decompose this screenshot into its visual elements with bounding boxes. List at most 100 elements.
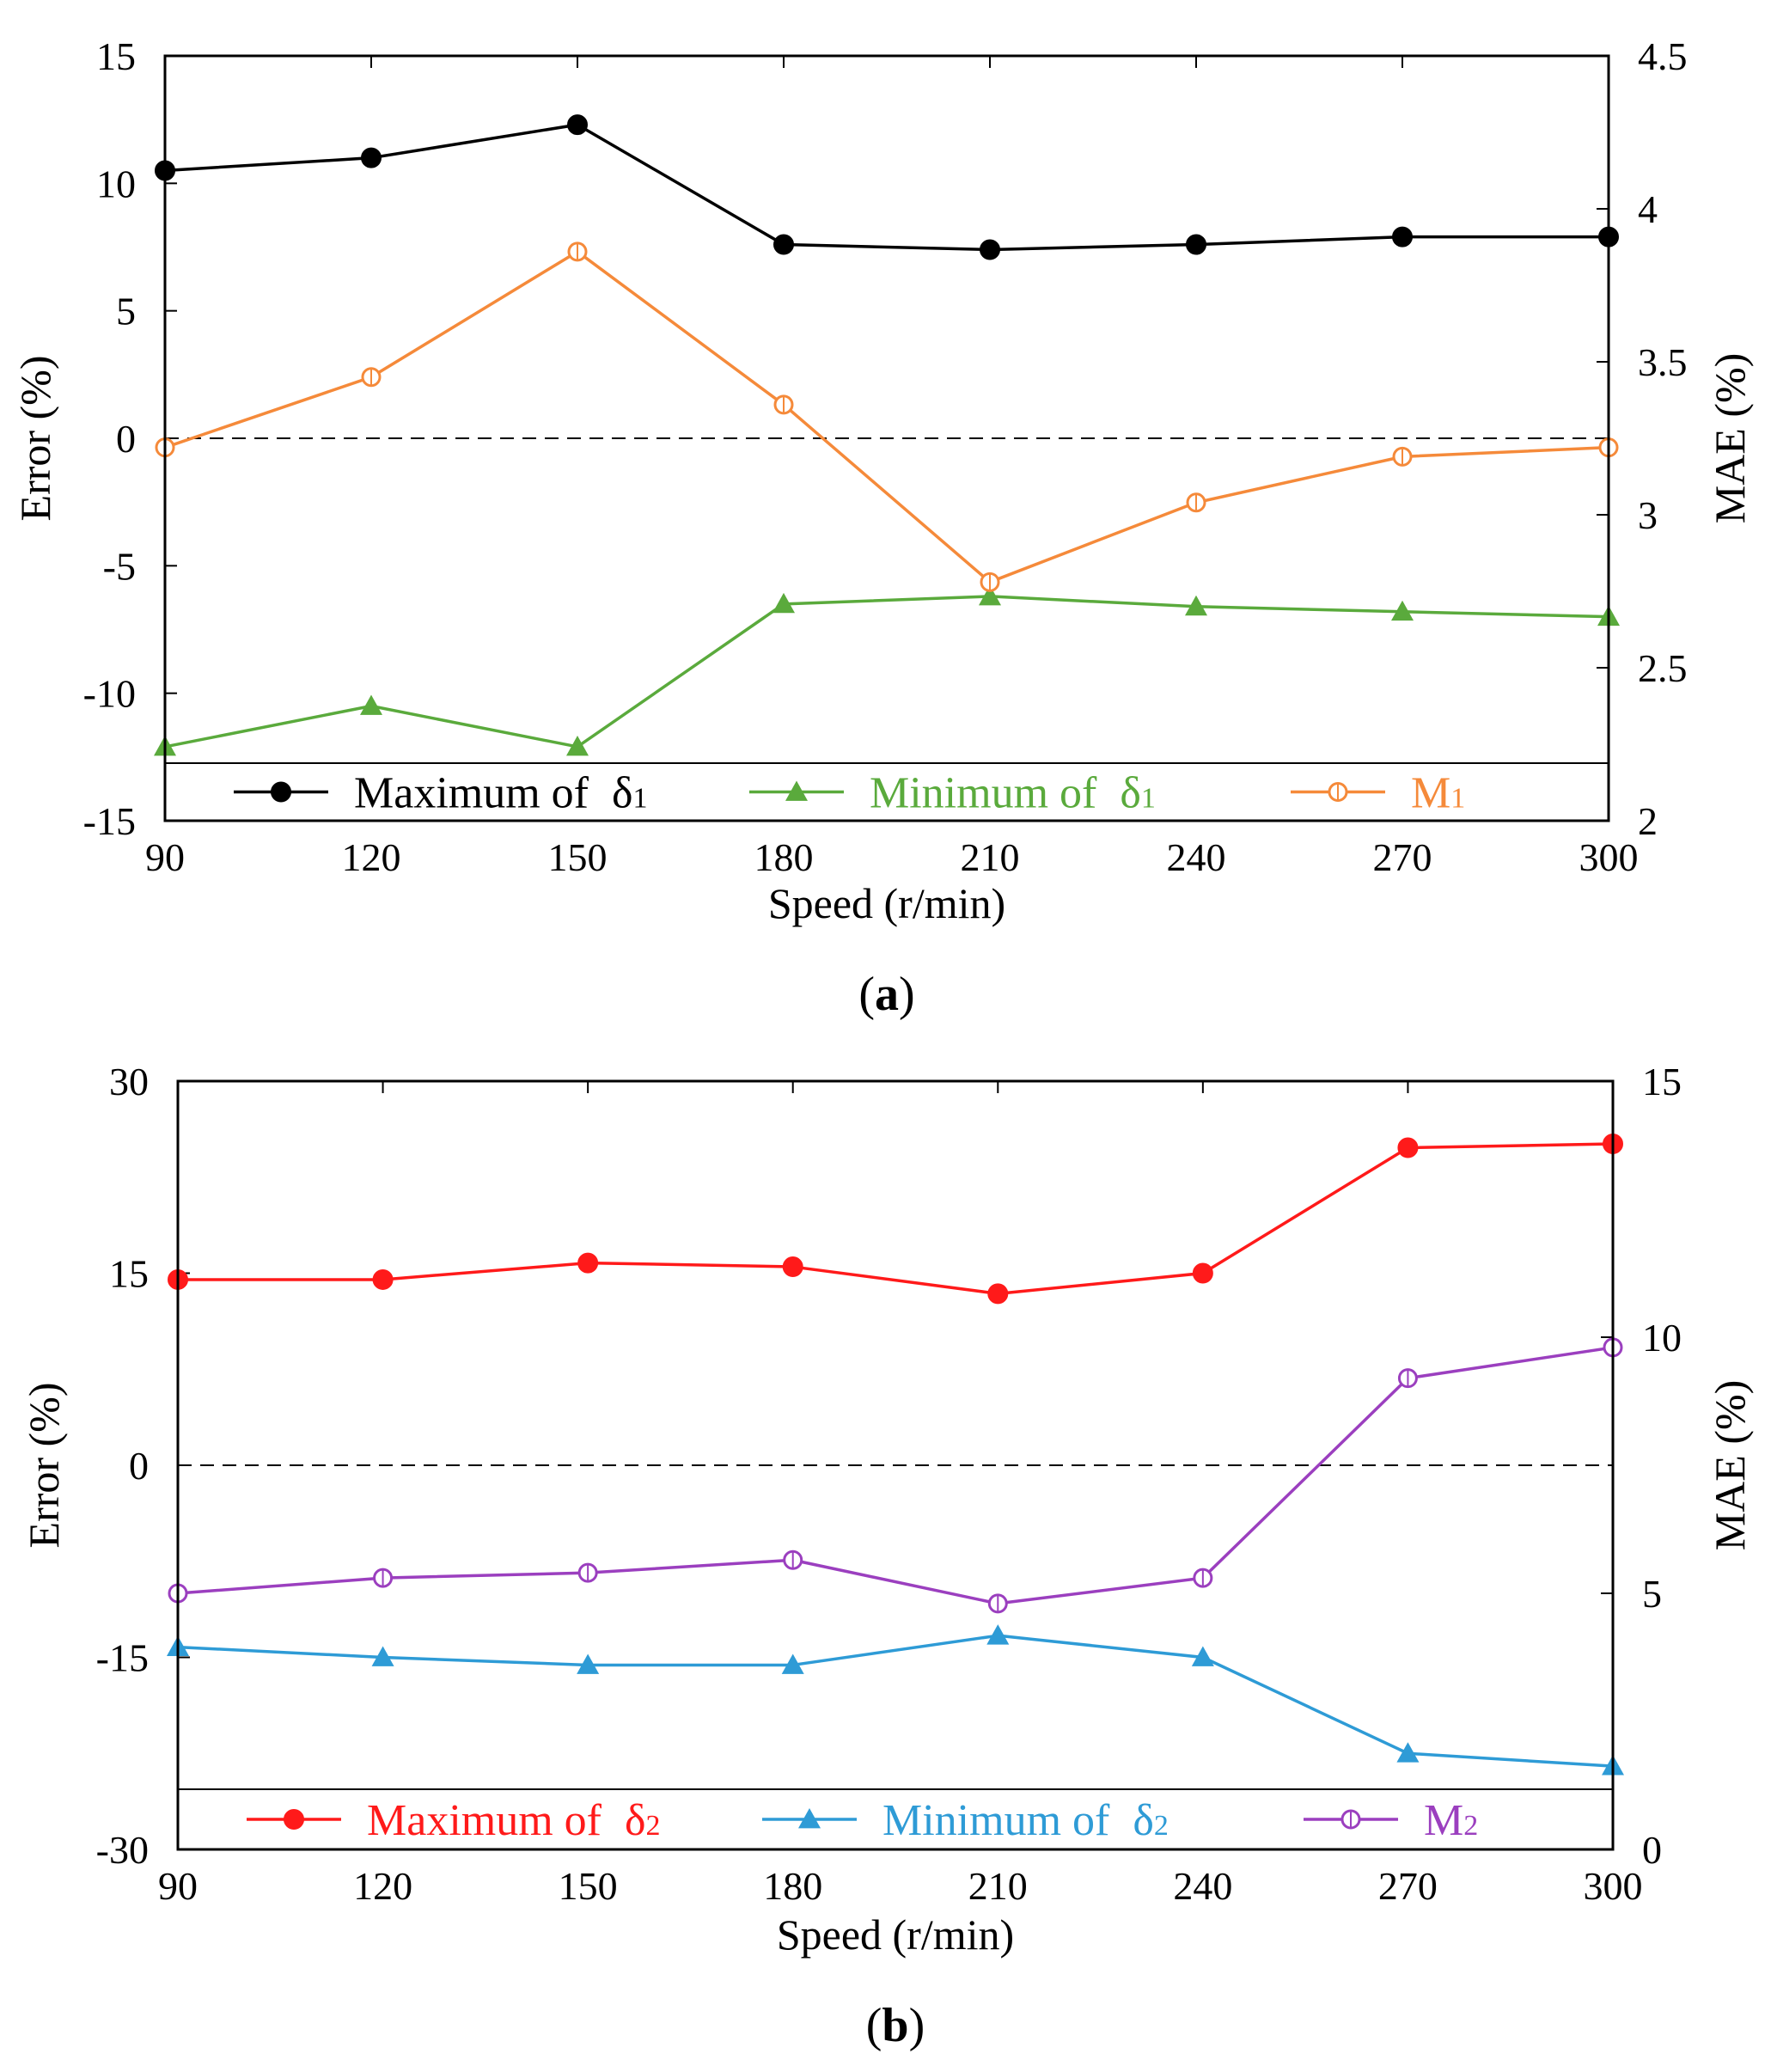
chart-a-x-tick-label: 180 bbox=[754, 835, 814, 879]
chart-b-series-0-point-4 bbox=[987, 1283, 1009, 1305]
chart-b-legend-label-2: M2 bbox=[1424, 1796, 1478, 1845]
chart-b-series-2 bbox=[168, 1337, 1623, 1614]
chart-b-y-tick-label: 15 bbox=[109, 1252, 149, 1296]
chart-b-legend-label-0: Maximum of δ2 bbox=[367, 1796, 661, 1845]
chart-b-series-line-0 bbox=[178, 1142, 1614, 1296]
chart-b-legend-subscript-0: 2 bbox=[646, 1810, 661, 1842]
chart-b-x-axis-label: Speed (r/min) bbox=[777, 1910, 1014, 1959]
chart-a-series-0-point-5 bbox=[1186, 234, 1206, 255]
chart-b-series-0-point-6 bbox=[1397, 1137, 1419, 1158]
chart-a-panel-close: ) bbox=[899, 968, 915, 1021]
chart-a-y-right-tick-label: 3.5 bbox=[1638, 340, 1688, 384]
chart-a-legend-text-0: Maximum of bbox=[354, 769, 600, 818]
chart-b-series-0 bbox=[168, 1134, 1623, 1305]
chart-b-x-tick-label: 90 bbox=[158, 1864, 198, 1908]
chart-b-legend-text-1: Minimum of bbox=[882, 1796, 1121, 1845]
chart-b-series-1-point-3 bbox=[781, 1653, 804, 1674]
chart-b-legend-subscript-2: 2 bbox=[1463, 1810, 1478, 1842]
chart-a-y-right-tick-label: 2 bbox=[1638, 799, 1658, 843]
chart-a-legend-subscript-0: 1 bbox=[633, 783, 648, 815]
chart-a-x-tick-label: 270 bbox=[1373, 835, 1432, 879]
chart-b-y-axis-label: Error (%) bbox=[20, 1383, 68, 1549]
chart-b-series-1-point-1 bbox=[371, 1646, 394, 1666]
chart-b-legend-text-2: M bbox=[1424, 1796, 1463, 1845]
chart-a-y-right-tick-label: 4.5 bbox=[1638, 34, 1688, 78]
chart-a-x-tick-label: 210 bbox=[961, 835, 1020, 879]
chart-a-x-axis-label: Speed (r/min) bbox=[768, 879, 1005, 927]
chart-b-panel-letter: b bbox=[882, 1999, 908, 2052]
chart-b-panel-close: ) bbox=[909, 1999, 925, 2052]
chart-a-series-line-2 bbox=[164, 250, 1609, 584]
chart-a-legend-subscript-2: 1 bbox=[1450, 783, 1465, 815]
chart-b-y-right-tick-label: 15 bbox=[1642, 1060, 1682, 1103]
chart-a-y-right-axis-label: MAE (%) bbox=[1706, 353, 1754, 524]
chart-a-legend-text-2: M bbox=[1411, 769, 1450, 818]
chart-b-x-tick-label: 210 bbox=[968, 1864, 1028, 1908]
chart-b-y-tick-label: 0 bbox=[129, 1444, 149, 1488]
chart-a-series-1 bbox=[154, 584, 1620, 756]
chart-b-legend-symbol-0: δ bbox=[625, 1796, 646, 1845]
chart-b-x-tick-label: 270 bbox=[1378, 1864, 1438, 1908]
chart-b-series-1-point-4 bbox=[986, 1624, 1010, 1645]
chart-a-legend-subscript-1: 1 bbox=[1141, 783, 1156, 815]
chart-b-legend-marker-0 bbox=[284, 1809, 304, 1830]
chart-b-series-1-point-5 bbox=[1191, 1646, 1214, 1666]
chart-a-series-0 bbox=[155, 114, 1619, 260]
chart-b-series-0-point-3 bbox=[782, 1256, 803, 1278]
chart-b-y-right-tick-label: 0 bbox=[1642, 1828, 1662, 1872]
chart-a-x-tick-label: 240 bbox=[1167, 835, 1226, 879]
chart-b-panel-open: ( bbox=[866, 1999, 882, 2052]
chart-a-legend-symbol-1: δ bbox=[1120, 769, 1141, 818]
chart-b-series-1 bbox=[167, 1624, 1624, 1776]
chart-b-x-tick-label: 150 bbox=[559, 1864, 618, 1908]
chart-a-legend-marker-0 bbox=[271, 781, 291, 803]
chart-a-series-1-point-2 bbox=[566, 735, 589, 756]
chart-a-y-tick-label: -5 bbox=[103, 544, 136, 588]
chart-a-panel-open: ( bbox=[858, 968, 875, 1021]
chart-a-series-0-point-6 bbox=[1392, 226, 1413, 248]
chart-a-legend-label-1: Minimum of δ1 bbox=[870, 769, 1156, 818]
chart-a-legend-label-0: Maximum of δ1 bbox=[354, 769, 648, 818]
chart-a-series-1-point-5 bbox=[1185, 595, 1207, 616]
chart-b-y-tick-label: -15 bbox=[96, 1636, 149, 1680]
chart-a-x-tick-label: 300 bbox=[1579, 835, 1639, 879]
chart-b-legend-text-0: Maximum of bbox=[367, 1796, 613, 1845]
chart-b-x-tick-label: 120 bbox=[353, 1864, 412, 1908]
chart-b-panel-label: (b) bbox=[866, 1999, 925, 2052]
chart-b-legend-marker-1 bbox=[798, 1808, 821, 1829]
chart-a-y-right-tick-label: 2.5 bbox=[1638, 646, 1688, 690]
chart-b-y-right-tick-label: 10 bbox=[1642, 1316, 1682, 1360]
chart-a-series-0-point-2 bbox=[567, 114, 588, 136]
chart-a-legend-text-1: Minimum of bbox=[870, 769, 1108, 818]
chart-a-y-tick-label: -10 bbox=[83, 672, 136, 716]
chart-a-y-tick-label: 5 bbox=[116, 290, 136, 333]
chart-a-y-right-tick-label: 3 bbox=[1638, 493, 1658, 537]
chart-b-series-0-point-1 bbox=[372, 1268, 394, 1290]
chart-b-frame-overlay bbox=[176, 1079, 1615, 1851]
chart-a-series-1-point-4 bbox=[979, 584, 1001, 606]
chart-a-series-1-point-3 bbox=[773, 592, 795, 614]
chart-b-y-right-axis-label: MAE (%) bbox=[1706, 1380, 1754, 1551]
chart-b-legend-label-1: Minimum of δ2 bbox=[882, 1796, 1169, 1845]
chart-a-y-tick-label: 15 bbox=[96, 34, 136, 78]
chart-a-y-tick-label: 10 bbox=[96, 162, 136, 205]
chart-a-panel-letter: a bbox=[875, 968, 899, 1021]
chart-b-series-0-point-2 bbox=[577, 1252, 599, 1274]
chart-b-series-line-1 bbox=[177, 1634, 1614, 1768]
chart-a-x-tick-label: 120 bbox=[342, 835, 401, 879]
chart-a-panel-label: (a) bbox=[858, 968, 914, 1021]
chart-b-x-tick-label: 300 bbox=[1584, 1864, 1643, 1908]
chart-b-series-1-point-2 bbox=[577, 1653, 600, 1674]
chart-a-y-tick-label: -15 bbox=[83, 799, 136, 843]
chart-a-series-0-point-1 bbox=[361, 147, 382, 168]
chart-a-legend-symbol-0: δ bbox=[612, 769, 633, 818]
chart-a-series-line-1 bbox=[164, 595, 1609, 749]
chart-b-series-line-2 bbox=[177, 1346, 1614, 1605]
chart-a-y-axis-label: Error (%) bbox=[11, 356, 59, 522]
chart-b-series-0-point-5 bbox=[1192, 1262, 1213, 1284]
chart-a-series-0-point-3 bbox=[773, 234, 794, 255]
chart-b-y-right-tick-label: 5 bbox=[1642, 1572, 1662, 1616]
chart-a-x-tick-label: 150 bbox=[548, 835, 608, 879]
chart-a-x-tick-label: 90 bbox=[145, 835, 185, 879]
